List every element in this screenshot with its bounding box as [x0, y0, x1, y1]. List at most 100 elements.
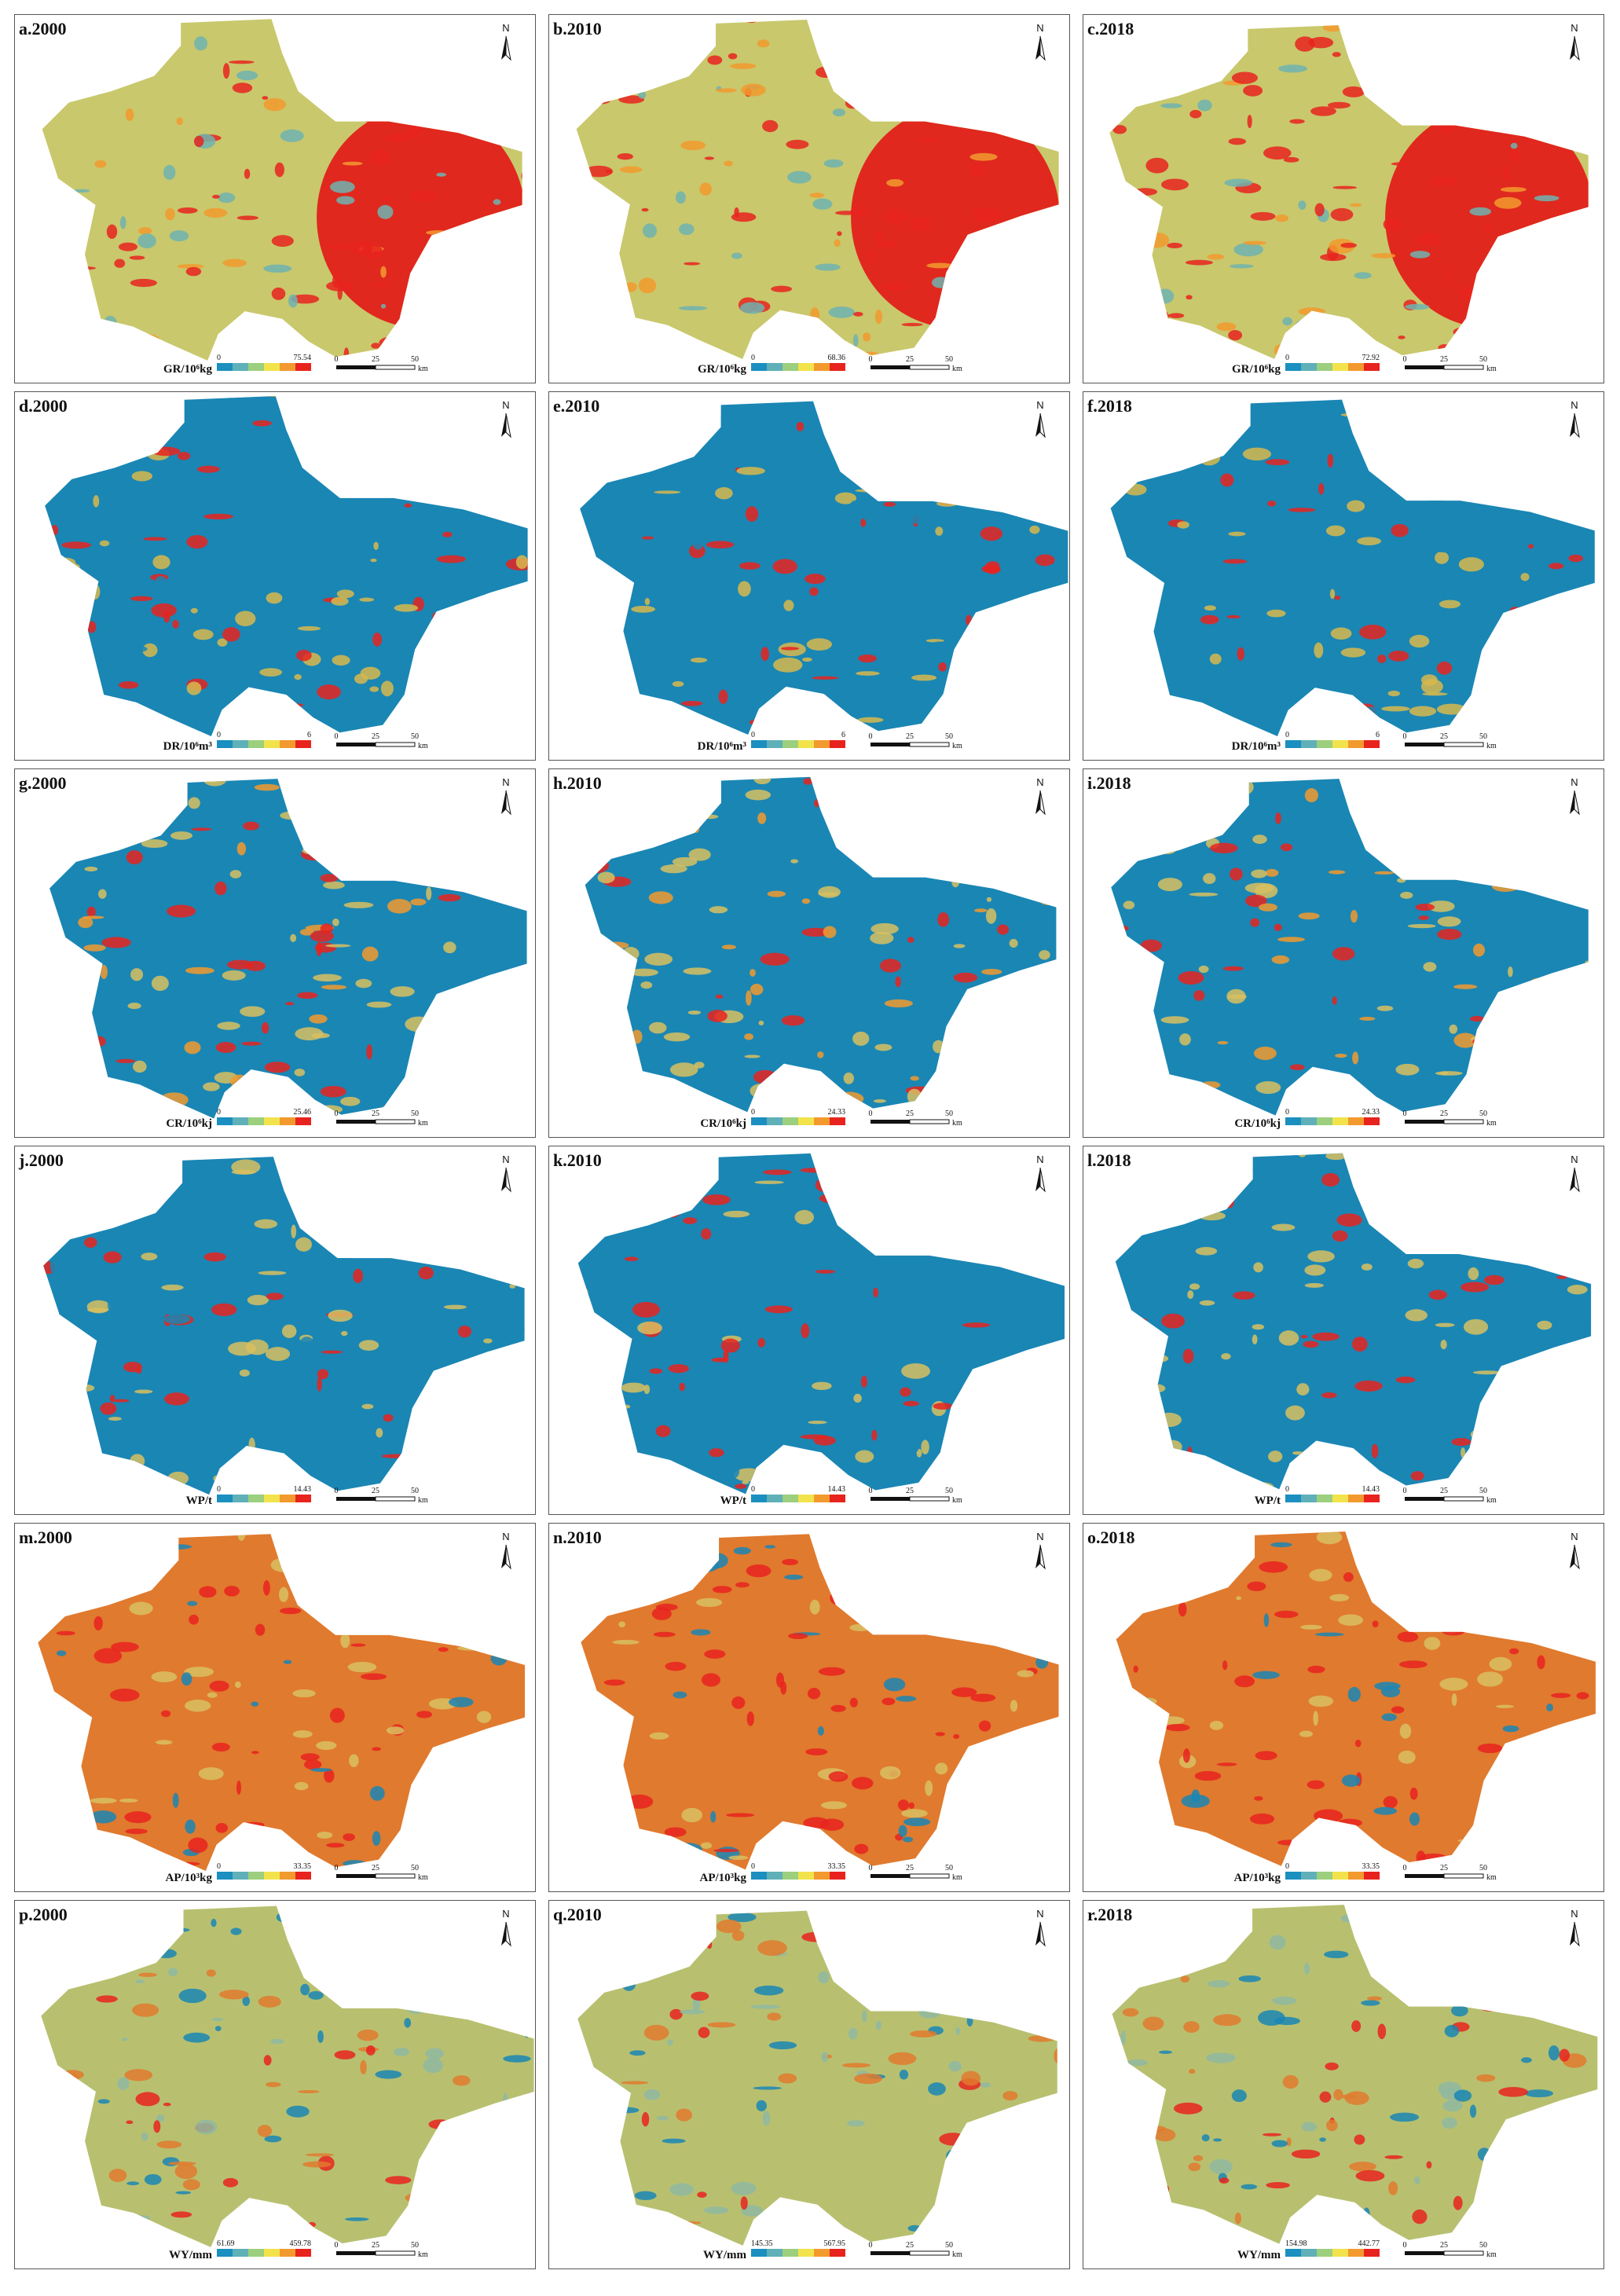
region-patch [883, 501, 896, 507]
region-patch [1548, 2045, 1560, 2061]
region-patch [266, 1410, 295, 1426]
region-patch [124, 1811, 152, 1824]
scale-tick: 50 [945, 2241, 953, 2250]
region-patch [860, 1375, 867, 1388]
region-patch [335, 1176, 353, 1190]
region-patch [1274, 1610, 1299, 1619]
region-patch [980, 1762, 993, 1771]
region-patch [819, 1194, 843, 1204]
region-patch [347, 1564, 364, 1577]
region-patch [132, 1060, 147, 1073]
region-patch [1549, 563, 1564, 570]
north-arrow [501, 1545, 506, 1568]
region-patch [1120, 1835, 1142, 1841]
region-patch [1470, 1429, 1488, 1440]
region-patch [704, 156, 714, 160]
region-patch [215, 1042, 236, 1053]
legend-min: 0 [217, 731, 221, 739]
region-patch [203, 513, 233, 520]
legend-swatch [783, 740, 798, 748]
region-patch [1002, 1523, 1009, 1528]
region-patch [506, 270, 522, 284]
region-patch [1193, 990, 1205, 1001]
region-patch [1165, 1723, 1190, 1732]
region-patch [27, 1506, 42, 1520]
region-patch [221, 1221, 237, 1232]
region-patch [410, 1454, 438, 1464]
region-patch [593, 275, 616, 288]
region-patch [1265, 868, 1279, 877]
region-patch [1596, 834, 1604, 848]
region-patch [1578, 143, 1588, 153]
region-patch [299, 928, 315, 936]
region-patch [1383, 1875, 1395, 1878]
region-patch [1567, 992, 1583, 1000]
region-patch [152, 555, 170, 570]
legend-min: 0 [1285, 1108, 1289, 1117]
region-patch [668, 1364, 690, 1374]
region-patch [1300, 1624, 1322, 1630]
region-patch [1439, 600, 1461, 609]
region-patch [1145, 1354, 1169, 1363]
region-patch [511, 732, 528, 737]
region-patch [944, 1619, 951, 1632]
region-patch [1046, 1976, 1057, 1992]
region-patch [1266, 609, 1286, 618]
region-patch [1000, 530, 1025, 541]
region-patch [974, 908, 988, 913]
region-patch [1383, 217, 1402, 232]
region-patch [486, 465, 496, 479]
scale-unit: km [418, 2250, 428, 2259]
region-patch [1200, 1081, 1221, 1089]
region-patch [1314, 203, 1325, 217]
region-patch [576, 286, 585, 299]
region-patch [1303, 1962, 1310, 1975]
region-patch [548, 1187, 566, 1192]
legend-swatch [233, 1872, 248, 1880]
region-patch [1060, 2041, 1073, 2045]
region-patch [60, 1410, 77, 1417]
region-patch [750, 984, 764, 996]
region-patch [1343, 1572, 1354, 1583]
region-patch [1469, 116, 1494, 130]
legend-title: WY/mm [1237, 2249, 1281, 2261]
region-patch [680, 140, 706, 151]
region-patch [1049, 370, 1057, 381]
region-patch [701, 1673, 720, 1687]
region-patch [347, 1964, 376, 1974]
region-patch [488, 756, 508, 760]
region-patch [852, 1031, 870, 1046]
region-patch [1381, 706, 1410, 712]
region-patch [1563, 679, 1584, 691]
region-patch [1148, 1494, 1170, 1507]
region-patch [171, 543, 178, 559]
region-patch [1578, 1614, 1596, 1619]
region-patch [1560, 1056, 1578, 1065]
region-patch [177, 264, 204, 269]
scale-tick: 25 [906, 1487, 914, 1495]
region-patch [438, 1210, 459, 1220]
region-patch [1366, 1905, 1384, 1906]
region-patch [194, 36, 208, 51]
north-label: N [502, 22, 509, 34]
region-patch [264, 2135, 282, 2143]
region-patch [427, 600, 447, 606]
region-patch [493, 199, 501, 205]
region-patch [332, 918, 339, 926]
region-patch [393, 2047, 410, 2056]
region-patch [235, 611, 256, 626]
region-patch [294, 1781, 309, 1791]
region-patch [446, 40, 459, 51]
region-patch [834, 492, 857, 504]
region-patch [380, 303, 387, 309]
region-patch [1089, 655, 1095, 670]
region-patch [97, 2099, 110, 2104]
region-patch [1111, 962, 1122, 966]
scale-bar [1443, 1119, 1484, 1124]
region-patch [585, 1094, 596, 1104]
region-patch [203, 207, 228, 218]
region-patch [217, 638, 228, 647]
region-patch [649, 1368, 663, 1374]
region-patch [483, 1766, 514, 1776]
